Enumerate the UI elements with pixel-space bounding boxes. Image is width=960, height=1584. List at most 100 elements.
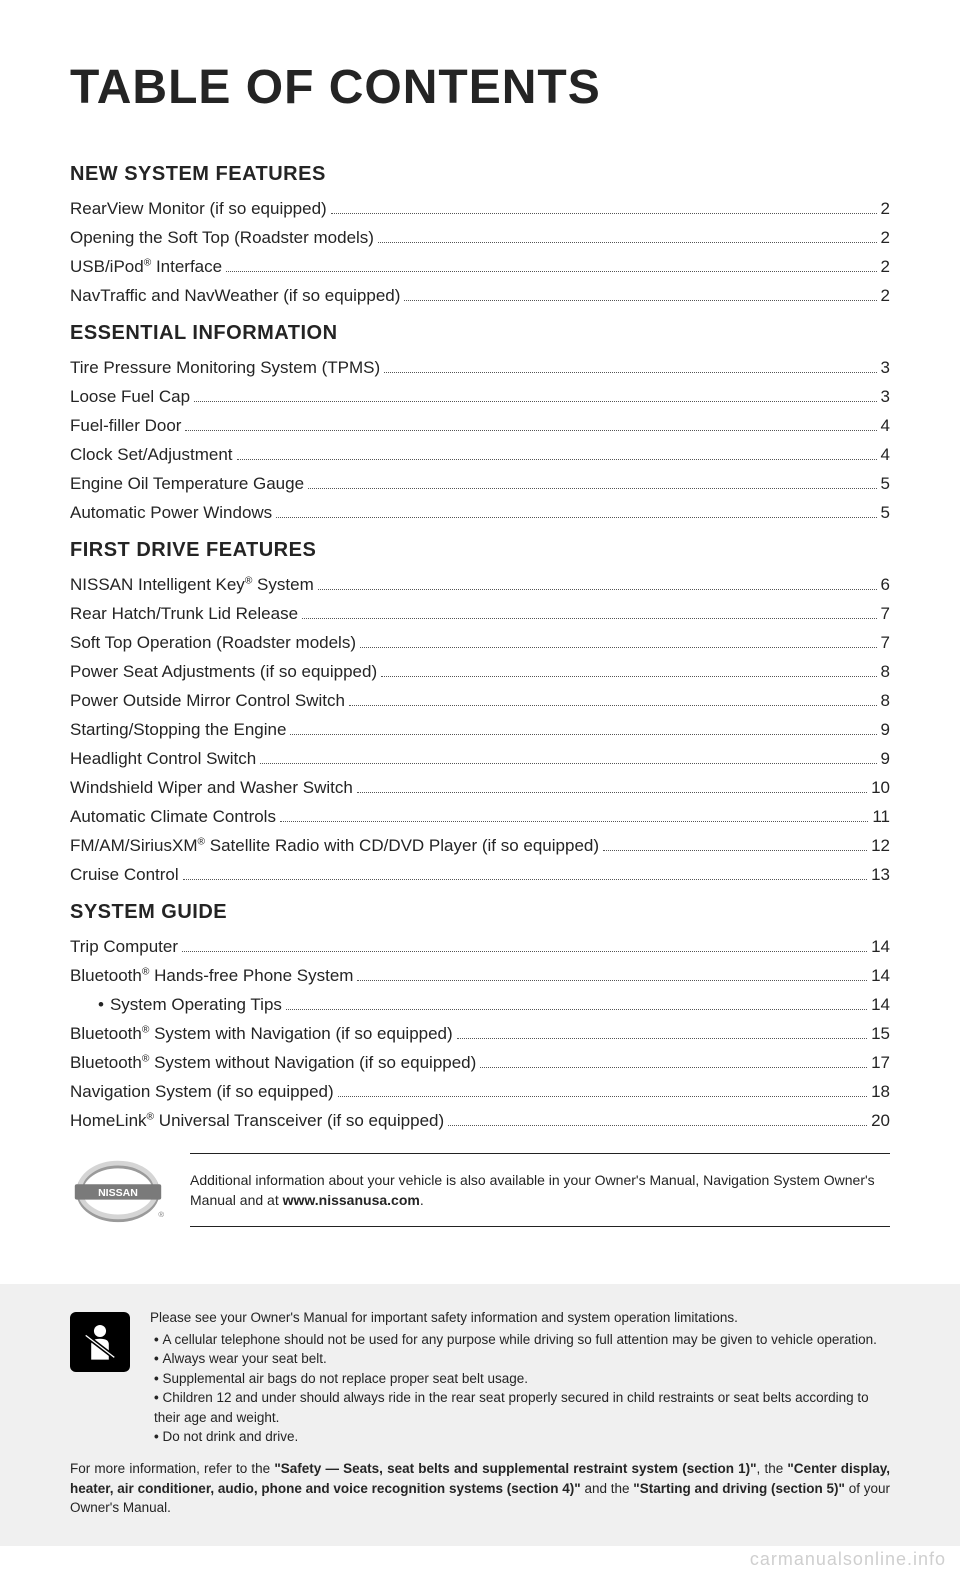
toc-leader xyxy=(318,589,877,590)
toc-label: Rear Hatch/Trunk Lid Release xyxy=(70,605,298,622)
toc-page: 5 xyxy=(881,475,890,492)
svg-text:NISSAN: NISSAN xyxy=(98,1187,138,1199)
toc-leader xyxy=(448,1125,867,1126)
toc-page: 3 xyxy=(881,359,890,376)
toc-label: USB/iPod® Interface xyxy=(70,258,222,275)
toc-leader xyxy=(360,647,877,648)
safety-bullet: A cellular telephone should not be used … xyxy=(150,1330,890,1350)
toc-page: 18 xyxy=(871,1083,890,1100)
toc-page: 4 xyxy=(881,417,890,434)
additional-info-block: NISSAN ® Additional information about yo… xyxy=(70,1150,890,1230)
section-heading: FIRST DRIVE FEATURES xyxy=(70,539,890,562)
info-text-post: . xyxy=(420,1192,424,1208)
toc-label: Soft Top Operation (Roadster models) xyxy=(70,634,356,651)
toc-leader xyxy=(480,1067,867,1068)
toc-entry: Bluetooth® System without Navigation (if… xyxy=(70,1054,890,1071)
toc-leader xyxy=(182,951,867,952)
toc-label: Engine Oil Temperature Gauge xyxy=(70,475,304,492)
toc-entry: Automatic Climate Controls 11 xyxy=(70,808,890,825)
toc-label: Bluetooth® System without Navigation (if… xyxy=(70,1054,476,1071)
toc-leader xyxy=(237,459,877,460)
toc-label: Fuel-filler Door xyxy=(70,417,181,434)
toc-leader xyxy=(185,430,876,431)
toc-leader xyxy=(404,300,876,301)
toc-page: 11 xyxy=(872,808,890,825)
safety-foot-pre: For more information, refer to the xyxy=(70,1461,274,1476)
toc-label: Opening the Soft Top (Roadster models) xyxy=(70,229,374,246)
safety-bullet: Always wear your seat belt. xyxy=(150,1349,890,1369)
watermark: carmanualsonline.info xyxy=(750,1549,946,1570)
toc-label: Automatic Power Windows xyxy=(70,504,272,521)
toc-page: 8 xyxy=(881,692,890,709)
seatbelt-icon xyxy=(70,1312,130,1372)
toc-container: NEW SYSTEM FEATURES RearView Monitor (if … xyxy=(70,163,890,1129)
toc-page: 2 xyxy=(881,287,890,304)
toc-leader xyxy=(603,850,867,851)
toc-leader xyxy=(308,488,876,489)
toc-entry: Bluetooth® System with Navigation (if so… xyxy=(70,1025,890,1042)
toc-entry: Tire Pressure Monitoring System (TPMS) 3 xyxy=(70,359,890,376)
safety-block: Please see your Owner's Manual for impor… xyxy=(0,1284,960,1546)
toc-entry: Soft Top Operation (Roadster models) 7 xyxy=(70,634,890,651)
toc-entry: RearView Monitor (if so equipped) 2 xyxy=(70,200,890,217)
safety-foot-b1: "Safety — Seats, seat belts and suppleme… xyxy=(274,1461,756,1476)
toc-leader xyxy=(290,734,876,735)
toc-label: RearView Monitor (if so equipped) xyxy=(70,200,327,217)
toc-entry: Trip Computer 14 xyxy=(70,938,890,955)
safety-foot-m2: and the xyxy=(581,1481,634,1496)
toc-leader xyxy=(280,821,868,822)
toc-entry: Navigation System (if so equipped) 18 xyxy=(70,1083,890,1100)
toc-entry: Clock Set/Adjustment 4 xyxy=(70,446,890,463)
toc-entry: Headlight Control Switch 9 xyxy=(70,750,890,767)
safety-bullet: Supplemental air bags do not replace pro… xyxy=(150,1369,890,1389)
toc-page: 15 xyxy=(871,1025,890,1042)
toc-label: System Operating Tips xyxy=(110,996,282,1013)
toc-entry: Power Outside Mirror Control Switch 8 xyxy=(70,692,890,709)
toc-label: Power Outside Mirror Control Switch xyxy=(70,692,345,709)
toc-leader xyxy=(183,879,867,880)
toc-page: 5 xyxy=(881,504,890,521)
toc-page: 3 xyxy=(881,388,890,405)
toc-entry: Bluetooth® Hands-free Phone System 14 xyxy=(70,967,890,984)
toc-leader xyxy=(357,980,867,981)
toc-entry: HomeLink® Universal Transceiver (if so e… xyxy=(70,1112,890,1129)
safety-text: Please see your Owner's Manual for impor… xyxy=(150,1308,890,1447)
section-heading: NEW SYSTEM FEATURES xyxy=(70,163,890,186)
toc-label: Bluetooth® System with Navigation (if so… xyxy=(70,1025,453,1042)
info-text-bold: www.nissanusa.com xyxy=(283,1192,420,1208)
toc-page: 14 xyxy=(871,996,890,1013)
toc-label: Starting/Stopping the Engine xyxy=(70,721,286,738)
toc-entry: FM/AM/SiriusXM® Satellite Radio with CD/… xyxy=(70,837,890,854)
toc-leader xyxy=(260,763,876,764)
toc-entry: Power Seat Adjustments (if so equipped) … xyxy=(70,663,890,680)
toc-label: NavTraffic and NavWeather (if so equippe… xyxy=(70,287,400,304)
safety-foot-b3: "Starting and driving (section 5)" xyxy=(633,1481,845,1496)
safety-footer: For more information, refer to the "Safe… xyxy=(70,1459,890,1518)
toc-page: 13 xyxy=(871,866,890,883)
safety-intro: Please see your Owner's Manual for impor… xyxy=(150,1308,890,1328)
toc-label: Bluetooth® Hands-free Phone System xyxy=(70,967,353,984)
toc-leader xyxy=(378,242,877,243)
toc-label: Tire Pressure Monitoring System (TPMS) xyxy=(70,359,380,376)
toc-leader xyxy=(286,1009,867,1010)
toc-label: Power Seat Adjustments (if so equipped) xyxy=(70,663,377,680)
page-title: TABLE OF CONTENTS xyxy=(70,60,890,115)
toc-entry: Opening the Soft Top (Roadster models) 2 xyxy=(70,229,890,246)
toc-page: 7 xyxy=(881,605,890,622)
toc-leader xyxy=(276,517,876,518)
toc-leader xyxy=(194,401,877,402)
toc-entry: Cruise Control 13 xyxy=(70,866,890,883)
toc-page: 9 xyxy=(881,750,890,767)
toc-page: 2 xyxy=(881,200,890,217)
toc-entry: Automatic Power Windows 5 xyxy=(70,504,890,521)
toc-page: 6 xyxy=(881,576,890,593)
toc-leader xyxy=(302,618,877,619)
toc-leader xyxy=(349,705,877,706)
toc-page: 8 xyxy=(881,663,890,680)
safety-bullet: Do not drink and drive. xyxy=(150,1427,890,1447)
toc-page: 4 xyxy=(881,446,890,463)
toc-page: 10 xyxy=(871,779,890,796)
toc-entry: Fuel-filler Door 4 xyxy=(70,417,890,434)
toc-label: Navigation System (if so equipped) xyxy=(70,1083,334,1100)
safety-bullets: A cellular telephone should not be used … xyxy=(150,1330,890,1447)
